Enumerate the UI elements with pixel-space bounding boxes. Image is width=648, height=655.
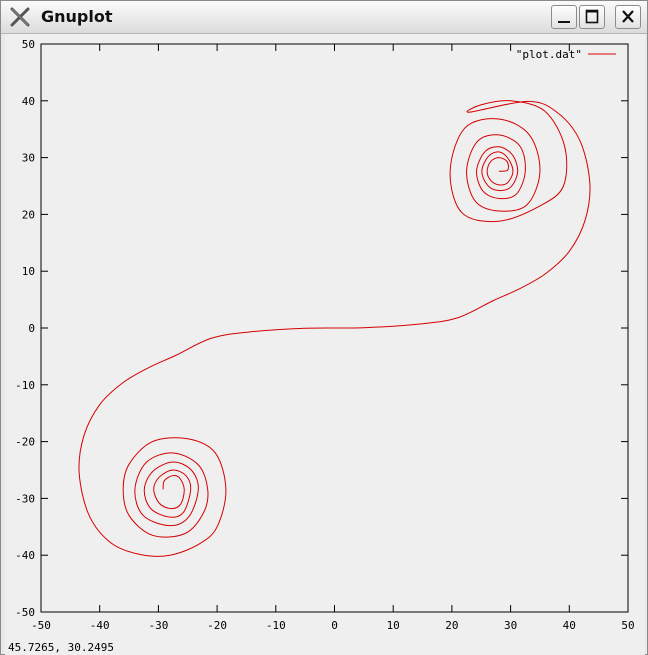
x-tick-label: 0: [331, 619, 338, 632]
x-tick-label: -50: [31, 619, 51, 632]
y-tick-label: -20: [15, 436, 35, 449]
maximize-button[interactable]: [579, 5, 605, 29]
y-tick-label: -50: [15, 606, 35, 619]
y-tick-label: 20: [22, 208, 35, 221]
y-tick-label: 0: [28, 322, 35, 335]
y-tick-label: 40: [22, 95, 35, 108]
status-bar: [5, 640, 645, 655]
legend: "plot.dat": [516, 48, 616, 61]
minimize-icon: [558, 21, 570, 23]
y-tick-label: 50: [22, 38, 35, 51]
y-tick-label: 30: [22, 152, 35, 165]
close-button[interactable]: [615, 5, 641, 29]
x-tick-label: 20: [445, 619, 458, 632]
x-logo-icon: [10, 7, 30, 27]
x-tick-label: 40: [563, 619, 576, 632]
x-tick-label: 30: [504, 619, 517, 632]
maximize-icon: [585, 9, 599, 24]
y-tick-label: 10: [22, 265, 35, 278]
title-bar[interactable]: Gnuplot: [1, 1, 647, 34]
close-icon: [622, 10, 634, 23]
mouse-coordinates: 45.7265, 30.2495: [8, 641, 114, 654]
plot-area[interactable]: -50 -40 -30 -20 -10 0 10 20 30 40 50 -50 -40 -30 -20 -1…: [5, 34, 645, 640]
plot-canvas[interactable]: -50 -40 -30 -20 -10 0 10 20 30 40 50 -50 -40 -30 -20 -1…: [5, 34, 645, 640]
y-tick-label: -10: [15, 379, 35, 392]
legend-label: "plot.dat": [516, 48, 582, 61]
x-tick-label: -10: [266, 619, 286, 632]
y-tick-label: -40: [15, 549, 35, 562]
axis-ticks: [40, 43, 629, 613]
y-tick-label: -30: [15, 492, 35, 505]
minimize-button[interactable]: [551, 5, 577, 29]
axis-tick-labels: -50 -40 -30 -20 -10 0 10 20 30 40 50 -50 -40 -30 -20 -1…: [15, 38, 635, 632]
x-tick-label: -20: [207, 619, 227, 632]
x-tick-label: 10: [387, 619, 400, 632]
window-title: Gnuplot: [41, 7, 113, 26]
x-tick-label: -30: [148, 619, 168, 632]
series-line: [78, 100, 591, 557]
x-tick-label: -40: [90, 619, 110, 632]
x-tick-label: 50: [621, 619, 634, 632]
